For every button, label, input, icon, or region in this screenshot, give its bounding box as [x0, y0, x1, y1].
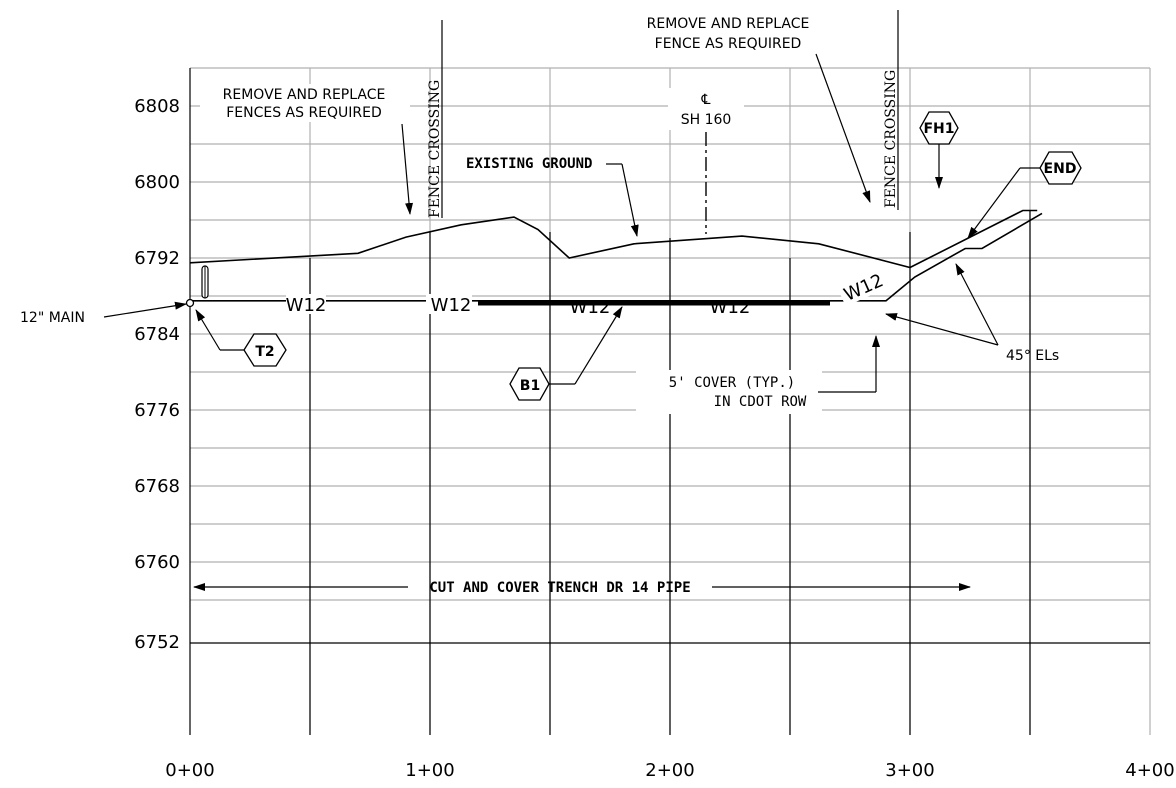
existing-ground-label: EXISTING GROUND: [466, 156, 592, 172]
pipe-label: W12: [286, 295, 327, 316]
pipe-label: W12: [431, 295, 472, 316]
y-tick-label: 6752: [134, 632, 180, 653]
cover-label-line: 5' COVER (TYP.): [669, 375, 795, 391]
w12-pipe-line: [190, 212, 1043, 302]
existing-ground-callout: EXISTING GROUND: [466, 156, 639, 237]
cover-callout: 5' COVER (TYP.) IN CDOT ROW: [636, 335, 880, 414]
x-tick-label: 3+00: [885, 760, 934, 781]
elbows-label: 45° ELs: [1006, 348, 1059, 364]
fences-note-line: FENCES AS REQUIRED: [226, 105, 382, 121]
tag-b1: B1: [509, 306, 623, 401]
x-tick-label: 4+00: [1125, 760, 1174, 781]
fence-crossing-label: FENCE CROSSING: [883, 70, 899, 208]
trench-dimension: CUT AND COVER TRENCH DR 14 PIPE: [193, 580, 971, 596]
elbows-callout: 45° ELs: [885, 263, 1059, 364]
fence-note-line: FENCE AS REQUIRED: [655, 36, 802, 52]
main-label: 12" MAIN: [20, 310, 85, 326]
existing-ground-line: [189, 209, 1038, 269]
centerline-road-label: SH 160: [681, 112, 732, 128]
tag-t2-label: T2: [255, 344, 274, 360]
x-tick-label: 0+00: [165, 760, 214, 781]
x-tick-label: 2+00: [645, 760, 694, 781]
tag-t2: T2: [195, 309, 287, 367]
grid-emphasis: [189, 68, 1150, 735]
pipe-label: W12: [570, 297, 611, 318]
fence-crossing-right: FENCE CROSSING: [883, 10, 899, 210]
y-axis-labels: 6808 6800 6792 6784 6776 6768 6760 6752: [134, 96, 180, 653]
x-axis-labels: 0+00 1+00 2+00 3+00 4+00: [165, 760, 1174, 781]
pipe-label: W12: [710, 297, 751, 318]
tag-end: END: [967, 151, 1082, 239]
tag-fh1-label: FH1: [923, 121, 954, 137]
centerline-sh160: ℄ SH 160: [668, 88, 744, 234]
fence-crossing-label: FENCE CROSSING: [427, 80, 443, 218]
tag-fh1: FH1: [919, 111, 959, 189]
pipe-labels: W12 W12 W12 W12 W12: [286, 268, 890, 318]
y-tick-label: 6760: [134, 552, 180, 573]
fences-note-line: REMOVE AND REPLACE: [223, 87, 386, 103]
tag-end-label: END: [1044, 161, 1077, 177]
fence-note: REMOVE AND REPLACE FENCE AS REQUIRED: [647, 16, 871, 203]
fence-crossing-left: FENCE CROSSING: [427, 20, 443, 218]
y-tick-label: 6792: [134, 248, 180, 269]
y-tick-label: 6768: [134, 476, 180, 497]
cover-label-line: IN CDOT ROW: [714, 394, 807, 410]
y-tick-label: 6808: [134, 96, 180, 117]
main-callout: 12" MAIN: [20, 265, 209, 326]
centerline-symbol: ℄: [701, 92, 711, 108]
fence-note-line: REMOVE AND REPLACE: [647, 16, 810, 32]
fences-note: REMOVE AND REPLACE FENCES AS REQUIRED: [200, 84, 414, 215]
trench-label: CUT AND COVER TRENCH DR 14 PIPE: [429, 580, 690, 596]
tie-in-point: [185, 298, 195, 308]
y-tick-label: 6800: [134, 172, 180, 193]
x-tick-label: 1+00: [405, 760, 454, 781]
tag-b1-label: B1: [520, 378, 540, 394]
y-tick-label: 6776: [134, 400, 180, 421]
y-tick-label: 6784: [134, 324, 180, 345]
